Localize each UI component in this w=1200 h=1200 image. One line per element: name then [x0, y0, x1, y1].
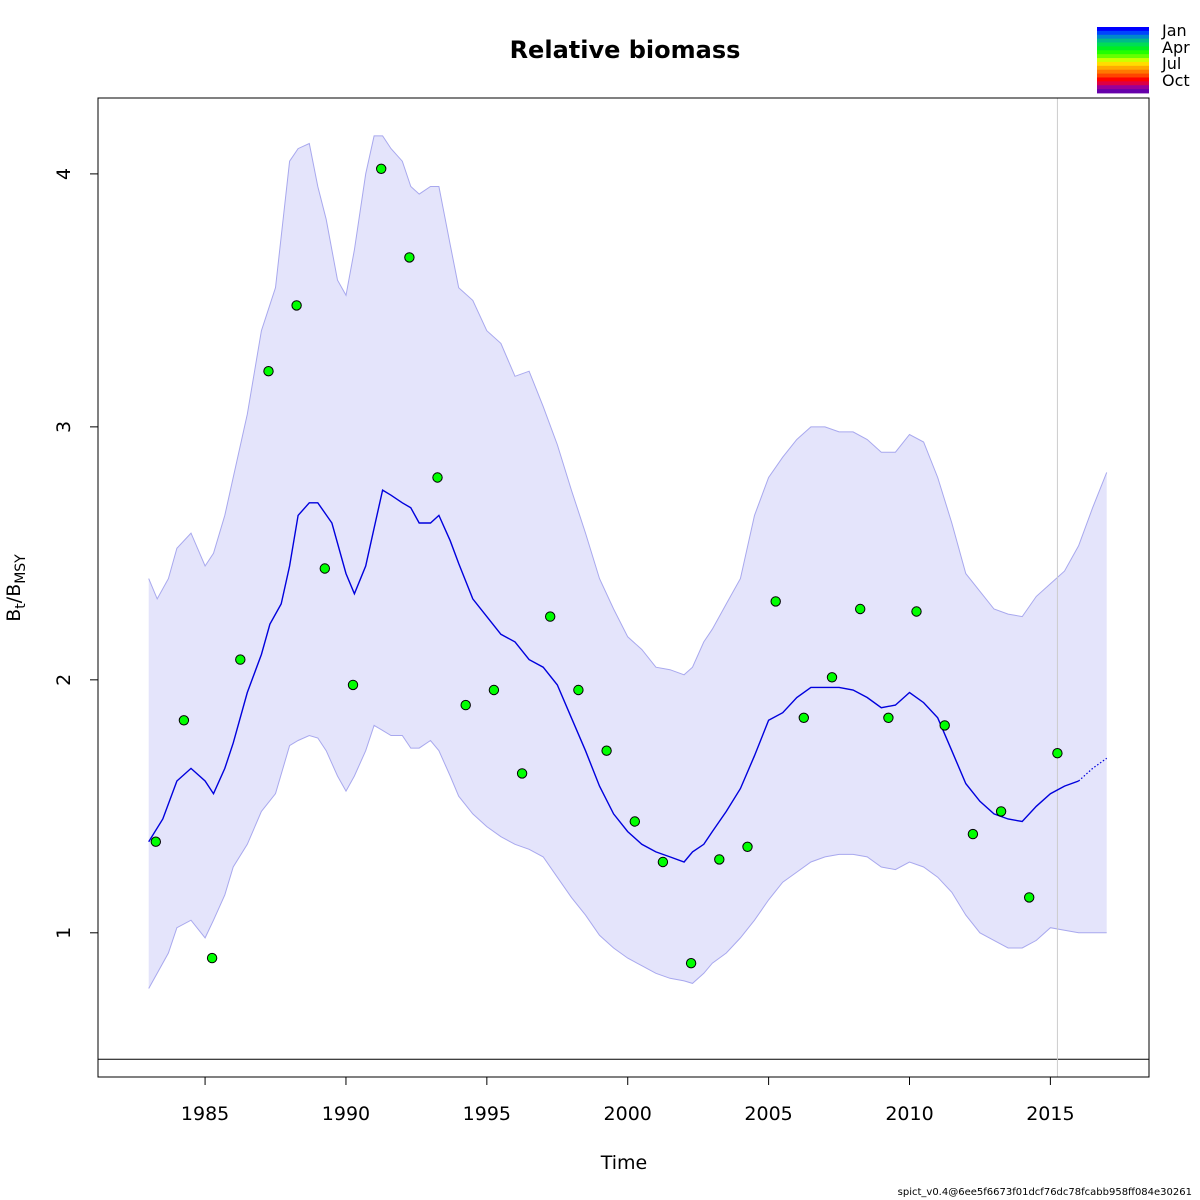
- legend-swatch: [1097, 54, 1149, 59]
- legend-swatch: [1097, 46, 1149, 51]
- estimate-line: [148, 488, 1079, 863]
- observation-point: [629, 816, 640, 827]
- version-footer: spict_v0.4@6ee5f6673f01dcf76dc78fcabb958…: [897, 1187, 1192, 1198]
- legend-label: Jul: [1161, 54, 1181, 73]
- observation-point: [516, 768, 528, 779]
- x-tick-label: 2010: [885, 1103, 933, 1125]
- observation-point: [178, 715, 190, 726]
- ci-upper-line: [148, 135, 1108, 676]
- legend-swatch: [1097, 69, 1149, 74]
- y-tick-label: 2: [53, 674, 75, 686]
- observation-point: [855, 603, 866, 615]
- observation-point: [1024, 892, 1035, 903]
- x-tick-label: 2015: [1026, 1103, 1074, 1125]
- observation-point: [911, 606, 922, 617]
- confidence-band-layer: [148, 135, 1108, 989]
- observation-point: [404, 252, 415, 263]
- observation-point: [798, 712, 809, 723]
- x-tick-label: 1985: [181, 1103, 229, 1125]
- legend-label: Oct: [1162, 71, 1190, 90]
- chart-title: Relative biomass: [510, 36, 741, 64]
- y-label-sub-t: t: [13, 603, 29, 609]
- legend-swatch: [1097, 27, 1149, 32]
- y-tick-label: 3: [53, 421, 75, 433]
- confidence-band: [148, 135, 1107, 989]
- legend-swatch: [1097, 34, 1149, 40]
- observation-point: [460, 699, 471, 711]
- observation-point: [685, 958, 697, 969]
- legend-swatch: [1097, 30, 1149, 36]
- x-tick-label: 2005: [744, 1103, 792, 1125]
- observation-point: [714, 854, 725, 865]
- x-axis-label: Time: [600, 1152, 648, 1174]
- observation-point: [967, 828, 979, 840]
- observation-point: [206, 952, 218, 964]
- observation-point: [883, 712, 894, 723]
- observation-points-layer: [150, 163, 1063, 969]
- legend-label: Apr: [1162, 38, 1190, 57]
- observation-point: [488, 684, 500, 696]
- forecast-line: [1078, 757, 1108, 782]
- observation-point: [1052, 748, 1063, 759]
- y-axis: 1 2 3 4: [53, 168, 99, 939]
- observation-point: [432, 472, 443, 483]
- y-axis-label: Bt/BMSY: [3, 554, 29, 622]
- legend-swatch: [1097, 77, 1149, 82]
- legend-swatch: [1097, 89, 1149, 94]
- observation-point: [291, 300, 302, 311]
- x-tick-label: 1995: [463, 1103, 511, 1125]
- observation-point: [826, 672, 838, 683]
- legend-swatch: [1097, 85, 1149, 90]
- observation-point: [742, 841, 753, 852]
- observation-point: [376, 163, 387, 175]
- estimate-line-layer: [98, 98, 1149, 1077]
- legend-swatch: [1097, 61, 1149, 67]
- observation-point: [573, 684, 584, 696]
- observation-point: [150, 836, 162, 847]
- legend-swatch: [1097, 73, 1149, 78]
- y-label-slash: /B: [3, 584, 25, 603]
- legend-swatch: [1097, 81, 1149, 86]
- x-tick-label: 2000: [604, 1103, 652, 1125]
- y-label-main: B: [3, 609, 25, 622]
- legend-label: Jan: [1161, 21, 1187, 40]
- legend-swatch: [1097, 58, 1149, 63]
- x-tick-label: 1990: [322, 1103, 370, 1125]
- observation-point: [939, 720, 950, 731]
- ci-lower-line: [148, 724, 1107, 989]
- observation-point: [319, 563, 330, 574]
- observation-point: [770, 596, 781, 607]
- observation-point: [347, 679, 359, 691]
- observation-point: [235, 654, 246, 665]
- legend-swatch: [1097, 42, 1149, 47]
- observation-point: [657, 856, 669, 868]
- observation-point: [263, 366, 274, 377]
- observation-point: [601, 745, 612, 756]
- x-axis: 1985 1990 1995 2000 2005 2010 2015: [181, 1076, 1075, 1125]
- legend-swatch: [1097, 50, 1149, 55]
- y-tick-label: 1: [53, 927, 75, 939]
- y-label-sub-msy: MSY: [13, 554, 29, 584]
- legend-swatch: [1097, 38, 1149, 43]
- y-tick-label: 4: [53, 168, 75, 180]
- observation-point: [995, 806, 1007, 817]
- observation-point: [545, 611, 556, 622]
- legend-swatch: [1097, 65, 1149, 71]
